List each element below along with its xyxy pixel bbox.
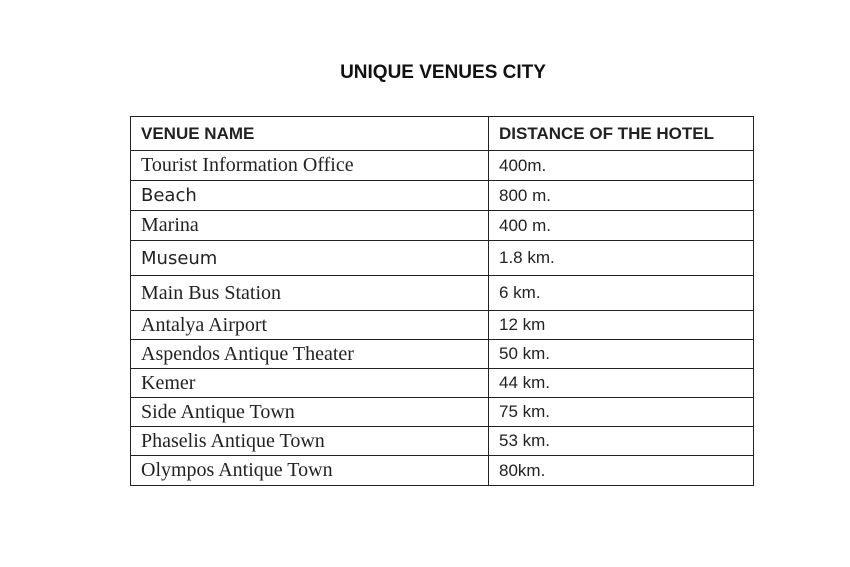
table-row: Aspendos Antique Theater 50 km. bbox=[130, 339, 754, 369]
venue-name-cell: Museum bbox=[130, 240, 489, 276]
table-row: Museum 1.8 km. bbox=[130, 240, 754, 276]
venue-name-cell: Antalya Airport bbox=[130, 310, 489, 340]
table-row: Phaselis Antique Town 53 km. bbox=[130, 426, 754, 456]
table-row: Main Bus Station 6 km. bbox=[130, 275, 754, 311]
header-distance: DISTANCE OF THE HOTEL bbox=[488, 116, 754, 151]
table-row: Tourist Information Office 400m. bbox=[130, 150, 754, 181]
document-title: UNIQUE VENUES CITY bbox=[340, 62, 546, 83]
venue-name-cell: Aspendos Antique Theater bbox=[130, 339, 489, 369]
table-row: Marina 400 m. bbox=[130, 210, 754, 241]
table-row: Kemer 44 km. bbox=[130, 368, 754, 398]
distance-cell: 44 km. bbox=[488, 368, 754, 398]
table-row: Olympos Antique Town 80km. bbox=[130, 455, 754, 486]
venue-name-cell: Olympos Antique Town bbox=[130, 455, 489, 486]
distance-cell: 50 km. bbox=[488, 339, 754, 369]
distance-cell: 12 km bbox=[488, 310, 754, 340]
venues-table: VENUE NAME DISTANCE OF THE HOTEL Tourist… bbox=[130, 116, 754, 486]
table-row: Antalya Airport 12 km bbox=[130, 310, 754, 340]
distance-cell: 75 km. bbox=[488, 397, 754, 427]
distance-cell: 53 km. bbox=[488, 426, 754, 456]
distance-cell: 400m. bbox=[488, 150, 754, 181]
distance-cell: 80km. bbox=[488, 455, 754, 486]
venue-name-cell: Phaselis Antique Town bbox=[130, 426, 489, 456]
distance-cell: 6 km. bbox=[488, 275, 754, 311]
distance-cell: 1.8 km. bbox=[488, 240, 754, 276]
venue-name-cell: Tourist Information Office bbox=[130, 150, 489, 181]
header-venue-name: VENUE NAME bbox=[130, 116, 489, 151]
venue-name-cell: Beach bbox=[130, 180, 489, 211]
table-row: Beach 800 m. bbox=[130, 180, 754, 211]
venue-name-cell: Marina bbox=[130, 210, 489, 241]
venue-name-cell: Kemer bbox=[130, 368, 489, 398]
venue-name-cell: Main Bus Station bbox=[130, 275, 489, 311]
venue-name-cell: Side Antique Town bbox=[130, 397, 489, 427]
distance-cell: 800 m. bbox=[488, 180, 754, 211]
table-header-row: VENUE NAME DISTANCE OF THE HOTEL bbox=[130, 116, 754, 151]
table-row: Side Antique Town 75 km. bbox=[130, 397, 754, 427]
distance-cell: 400 m. bbox=[488, 210, 754, 241]
